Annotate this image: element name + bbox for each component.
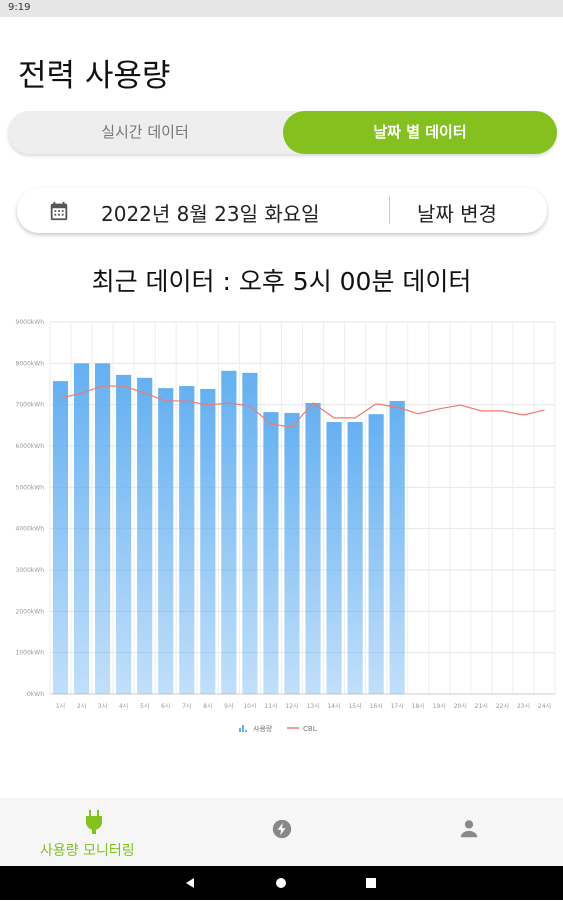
- bar: [368, 414, 384, 694]
- x-tick-label: 23시: [517, 703, 530, 710]
- system-buttons: [186, 878, 376, 888]
- y-tick-label: 2000kWh: [16, 608, 45, 615]
- date-picker: 2022년 8월 23일 화요일 날짜 변경: [17, 188, 547, 233]
- x-tick-label: 24시: [538, 703, 551, 710]
- recents-button[interactable]: [366, 878, 376, 888]
- x-tick-label: 18시: [412, 703, 425, 710]
- bar: [116, 374, 132, 694]
- bar: [263, 412, 279, 694]
- bottom-nav: 사용량 모니터링: [0, 798, 563, 866]
- y-tick-label: 0kWh: [27, 691, 44, 698]
- x-tick-label: 8시: [203, 703, 212, 710]
- calendar-icon[interactable]: [48, 200, 70, 222]
- plug-icon[interactable]: [84, 810, 104, 834]
- person-icon[interactable]: [458, 818, 480, 840]
- legend-icon-bar: [239, 728, 241, 732]
- page-title: 전력 사용량: [18, 58, 171, 94]
- chart-title: 최근 데이터 : 오후 5시 00분 데이터: [91, 267, 472, 296]
- chart: 0kWh 1000kWh 2000kWh 3000kWh 4000kWh 5000kWh 6…: [16, 319, 556, 733]
- x-tick-label: 14시: [327, 703, 340, 710]
- bar: [326, 422, 342, 694]
- bar: [305, 403, 321, 694]
- x-tick-label: 9시: [224, 703, 233, 710]
- legend-icon: [239, 725, 247, 732]
- y-tick-label: 8000kWh: [16, 360, 45, 367]
- change-date-button[interactable]: 날짜 변경: [417, 202, 497, 226]
- eco-icon[interactable]: [271, 818, 293, 840]
- bar: [242, 372, 258, 694]
- y-tick-label: 5000kWh: [16, 484, 45, 491]
- x-tick-label: 15시: [349, 703, 362, 710]
- x-tick-label: 3시: [98, 703, 107, 710]
- date-text: 2022년 8월 23일 화요일: [101, 202, 320, 226]
- x-tick-label: 10시: [243, 703, 256, 710]
- tab[interactable]: 실시간 데이터: [101, 123, 189, 141]
- legend-icon-bar: [245, 730, 247, 732]
- x-tick-label: 12시: [285, 703, 298, 710]
- legend-label: 사용량: [253, 724, 273, 733]
- bar: [137, 377, 153, 694]
- bar: [347, 422, 363, 694]
- cbl-line: [60, 385, 545, 428]
- x-tick-label: 1시: [56, 703, 65, 710]
- bar: [221, 370, 237, 694]
- tab-bar: 실시간 데이터 날짜 별 데이터: [8, 111, 557, 154]
- y-tick-label: 9000kWh: [16, 319, 45, 326]
- y-tick-label: 7000kWh: [16, 402, 45, 409]
- y-tick-label: 3000kWh: [16, 567, 45, 574]
- x-tick-label: 22시: [496, 703, 509, 710]
- y-tick-label: 6000kWh: [16, 443, 45, 450]
- bar: [95, 363, 111, 694]
- divider: [389, 196, 390, 224]
- bar: [389, 400, 405, 694]
- x-tick-label: 20시: [454, 703, 467, 710]
- x-tick-label: 19시: [433, 703, 446, 710]
- bar: [284, 412, 300, 694]
- x-tick-label: 5시: [140, 703, 149, 710]
- legend-label: CBL: [303, 725, 317, 733]
- bar: [73, 363, 90, 694]
- x-tick-label: 7시: [182, 703, 191, 710]
- bar: [158, 388, 174, 694]
- clock: 9:19: [8, 2, 31, 13]
- bar: [179, 386, 195, 694]
- status-bar: 9:19: [0, 0, 563, 17]
- bar: [52, 381, 69, 694]
- nav-label[interactable]: 사용량 모니터링: [40, 843, 135, 859]
- y-tick-label: 4000kWh: [16, 526, 45, 533]
- x-tick-label: 21시: [475, 703, 488, 710]
- x-tick-label: 13시: [306, 703, 319, 710]
- bar: [200, 388, 216, 694]
- y-tick-label: 1000kWh: [16, 650, 45, 657]
- x-tick-label: 2시: [77, 703, 86, 710]
- home-button[interactable]: [276, 878, 286, 888]
- x-tick-label: 17시: [391, 703, 404, 710]
- legend-icon-bar: [242, 725, 244, 732]
- x-tick-label: 16시: [370, 703, 383, 710]
- x-tick-label: 4시: [119, 703, 128, 710]
- x-tick-label: 11시: [264, 703, 277, 710]
- x-tick-label: 6시: [161, 703, 170, 710]
- system-nav-bar: [0, 866, 563, 900]
- back-button[interactable]: [186, 878, 194, 888]
- tab-active[interactable]: 날짜 별 데이터: [283, 111, 557, 154]
